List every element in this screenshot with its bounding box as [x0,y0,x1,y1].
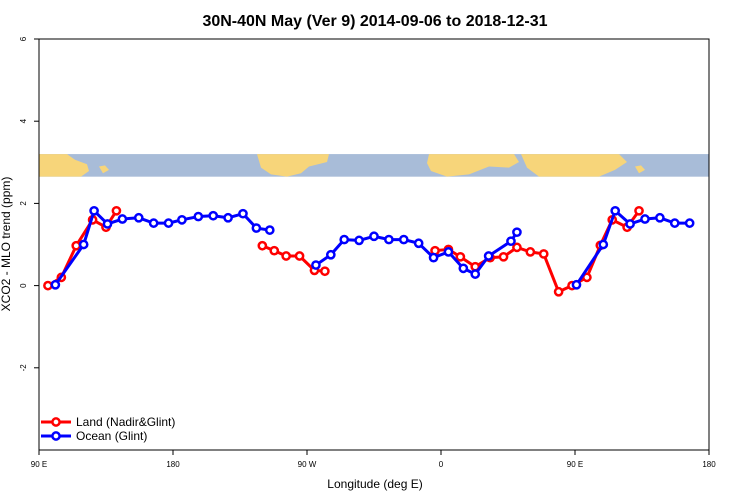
data-point [102,219,113,229]
legend-label: Ocean (Glint) [76,429,147,443]
y-tick-label: 0 [19,283,28,288]
data-point [320,266,330,277]
data-point [311,260,321,270]
series-line [54,209,271,286]
legend-swatch-marker [51,417,61,427]
series-line [434,209,641,294]
y-axis-label: XCO2 - MLO trend (ppm) [0,177,13,312]
data-point [470,269,481,279]
map-land [635,165,645,174]
map-land [99,165,109,174]
x-tick-label: 180 [166,460,180,469]
map-land [427,154,519,177]
x-tick-label: 90 E [567,460,583,469]
data-point [598,239,609,250]
data-point [264,225,275,235]
data-point [428,252,439,263]
data-point [455,251,466,262]
data-point [458,263,469,274]
legend: Land (Nadir&Glint)Ocean (Glint) [41,415,175,443]
y-axis: -2 0 2 4 6 [19,36,39,371]
data-point [148,218,159,228]
data-point [133,212,144,223]
data-point [111,205,122,216]
data-point [339,234,350,245]
data-point [669,218,680,228]
chart-title: 30N-40N May (Ver 9) 2014-09-06 to 2018-1… [202,13,547,30]
data-point [163,218,174,228]
data-point [655,212,665,223]
data-point [269,245,280,256]
data-point [294,251,305,261]
data-point [506,236,516,247]
x-tick-label: 90 E [31,460,47,469]
data-point [634,205,644,216]
world-map-strip [39,154,709,177]
data-point [369,231,379,242]
data-point [325,249,336,260]
data-point [281,251,292,261]
data-point [553,286,564,297]
data-point [538,249,549,259]
map-land [257,154,329,177]
x-tick-label: 0 [439,460,444,469]
y-tick-label: -2 [19,364,28,372]
data-point [193,211,204,222]
data-point [610,205,621,216]
data-point [483,251,494,261]
data-point [238,208,248,219]
data-point [582,272,592,283]
data-point [177,214,187,225]
x-axis: 90 E 180 90 W 0 90 E 180 [31,450,716,469]
data-point [89,205,99,216]
x-tick-label: 90 W [298,460,317,469]
data-point [525,247,536,257]
y-tick-label: 4 [19,118,28,123]
data-point [43,280,53,291]
legend-label: Land (Nadir&Glint) [76,415,175,429]
data-point [223,212,233,223]
series-layer [43,205,695,297]
x-tick-label: 180 [702,460,716,469]
data-point [625,219,635,229]
data-point [257,240,268,251]
data-point [512,227,522,238]
data-point [398,234,409,245]
data-point [50,279,61,290]
data-point [640,214,650,224]
x-axis-label: Longitude (deg E) [327,477,422,491]
data-point [684,218,695,228]
plot-frame [38,38,710,451]
y-tick-label: 6 [19,36,28,41]
data-point [571,279,582,290]
data-point [443,247,454,257]
data-point [251,223,262,233]
map-land [39,154,89,177]
data-point [78,239,89,250]
data-point [208,210,219,221]
data-point [71,240,82,251]
data-point [384,234,394,245]
y-tick-label: 2 [19,201,28,206]
map-land [521,154,627,177]
data-point [413,238,424,249]
legend-swatch-marker [51,431,61,441]
data-point [117,214,128,224]
data-point [498,251,509,262]
data-point [354,235,364,246]
data-point [512,242,522,253]
